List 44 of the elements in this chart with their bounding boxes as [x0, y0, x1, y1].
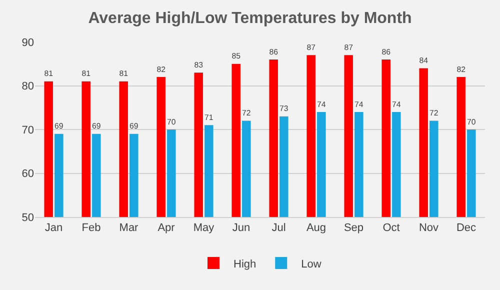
data-label: 72 [242, 108, 251, 118]
x-tick-label: Jul [272, 222, 286, 234]
x-tick-label: Feb [82, 222, 101, 234]
data-label: 69 [92, 122, 101, 131]
data-label: 70 [167, 117, 176, 126]
data-label: 82 [456, 64, 466, 74]
data-label: 87 [306, 42, 316, 52]
y-tick-label: 50 [22, 212, 34, 224]
chart-title: Average High/Low Temperatures by Month [88, 10, 412, 27]
x-tick-label: Jun [232, 222, 250, 234]
data-label: 74 [354, 100, 364, 109]
x-tick-label: May [193, 222, 215, 234]
x-tick-label: Oct [382, 222, 400, 234]
x-tick-label: Aug [306, 222, 326, 234]
data-label: 70 [467, 117, 476, 126]
data-label: 83 [194, 60, 204, 70]
data-label: 82 [156, 64, 166, 74]
data-label: 69 [54, 122, 64, 131]
data-label: 86 [269, 47, 279, 56]
data-label: 81 [119, 69, 128, 78]
y-tick-label: 60 [22, 168, 34, 180]
legend-label: High [234, 258, 256, 270]
y-tick-label: 80 [22, 80, 34, 93]
data-label: 81 [82, 69, 90, 78]
data-label: 87 [344, 42, 353, 52]
legend-label: Low [301, 258, 322, 270]
x-tick-label: Mar [119, 222, 139, 234]
x-tick-label: Nov [418, 222, 440, 234]
data-label: 72 [430, 108, 438, 118]
x-tick-label: Sep [344, 222, 364, 234]
y-tick-label: 90 [22, 36, 34, 49]
data-label: 86 [382, 47, 392, 56]
x-tick-label: Dec [456, 222, 477, 234]
data-label: 74 [392, 100, 402, 109]
data-label: 73 [280, 104, 289, 114]
x-tick-label: Apr [158, 222, 176, 234]
data-label: 71 [204, 112, 214, 122]
x-tick-label: Jan [44, 222, 63, 234]
data-label: 69 [130, 122, 138, 131]
data-label: 74 [317, 100, 326, 109]
y-tick-label: 70 [22, 124, 34, 136]
data-label: 84 [419, 56, 429, 66]
data-label: 81 [44, 69, 53, 78]
data-label: 85 [232, 52, 242, 61]
